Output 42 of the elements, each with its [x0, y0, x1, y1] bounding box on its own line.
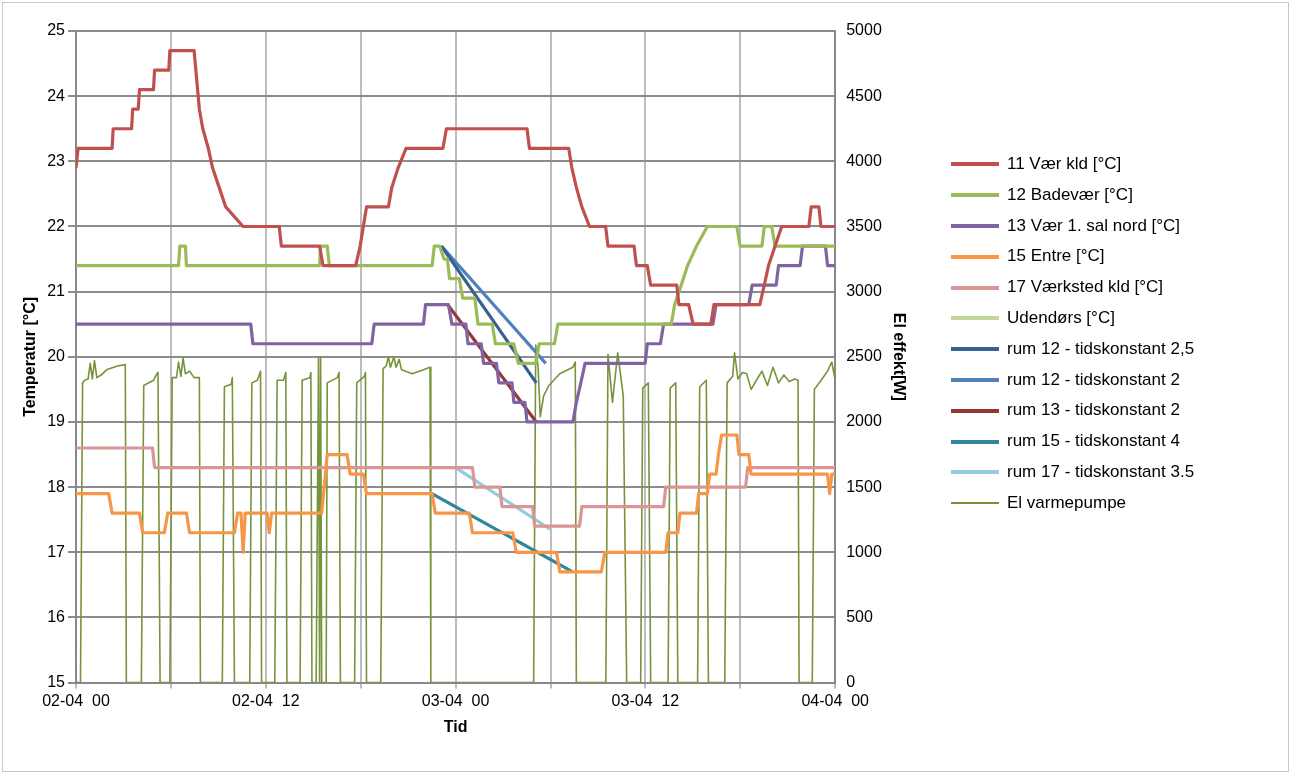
x-tick-label: 02-04 12 [231, 691, 300, 709]
y-tick-label: 17 [47, 542, 66, 560]
y-tick-label: 15 [47, 673, 66, 691]
y2-tick-label: 3000 [846, 282, 882, 300]
legend-label: rum 15 - tidskonstant 4 [1007, 430, 1180, 453]
y2-tick-label: 1500 [846, 477, 882, 495]
legend-label: rum 12 - tidskonstant 2,5 [1007, 337, 1195, 360]
y2-axis-title: El effekt[W] [890, 312, 908, 401]
y2-tick-label: 2000 [846, 412, 882, 430]
y-tick-label: 19 [47, 412, 66, 430]
legend-label: rum 12 - tidskonstant 2 [1007, 368, 1180, 391]
x-axis-title: Tid [443, 717, 468, 735]
y2-tick-label: 2500 [846, 347, 882, 365]
x-tick-label: 04-04 00 [801, 691, 870, 709]
y-tick-label: 16 [47, 607, 66, 625]
legend-label: 17 Værksted kld [°C] [1007, 276, 1164, 299]
y2-tick-label: 5000 [846, 21, 882, 39]
y-tick-label: 23 [47, 151, 66, 169]
legend-label: Udendørs [°C] [1007, 307, 1115, 329]
y2-tick-label: 4500 [846, 86, 882, 104]
y2-tick-label: 1000 [846, 542, 882, 560]
y2-tick-label: 4000 [846, 151, 882, 169]
y-tick-label: 18 [47, 477, 66, 495]
y-tick-label: 25 [47, 21, 66, 39]
legend-label: 11 Vær kld [°C] [1007, 153, 1122, 175]
legend-label: 12 Badevær [°C] [1007, 183, 1133, 206]
y2-tick-label: 3500 [846, 216, 882, 234]
y-axis-title: Temperatur [°C] [21, 296, 39, 417]
y-tick-label: 21 [47, 282, 66, 300]
x-tick-label: 03-04 00 [421, 691, 490, 709]
y-tick-label: 24 [47, 86, 66, 104]
legend-label: 13 Vær 1. sal nord [°C] [1007, 214, 1181, 237]
x-tick-label: 02-04 00 [42, 691, 110, 709]
y2-tick-label: 500 [846, 607, 873, 625]
y2-tick-label: 0 [846, 673, 856, 691]
legend-label: 15 Entre [°C] [1007, 245, 1105, 268]
legend-label: rum 13 - tidskonstant 2 [1007, 399, 1180, 422]
legend-label: El varmepumpe [1007, 491, 1127, 514]
legend-label: rum 17 - tidskonstant 3.5 [1007, 460, 1195, 483]
y-tick-label: 20 [47, 347, 66, 365]
x-tick-label: 03-04 12 [611, 691, 680, 709]
y-tick-label: 22 [47, 216, 66, 234]
